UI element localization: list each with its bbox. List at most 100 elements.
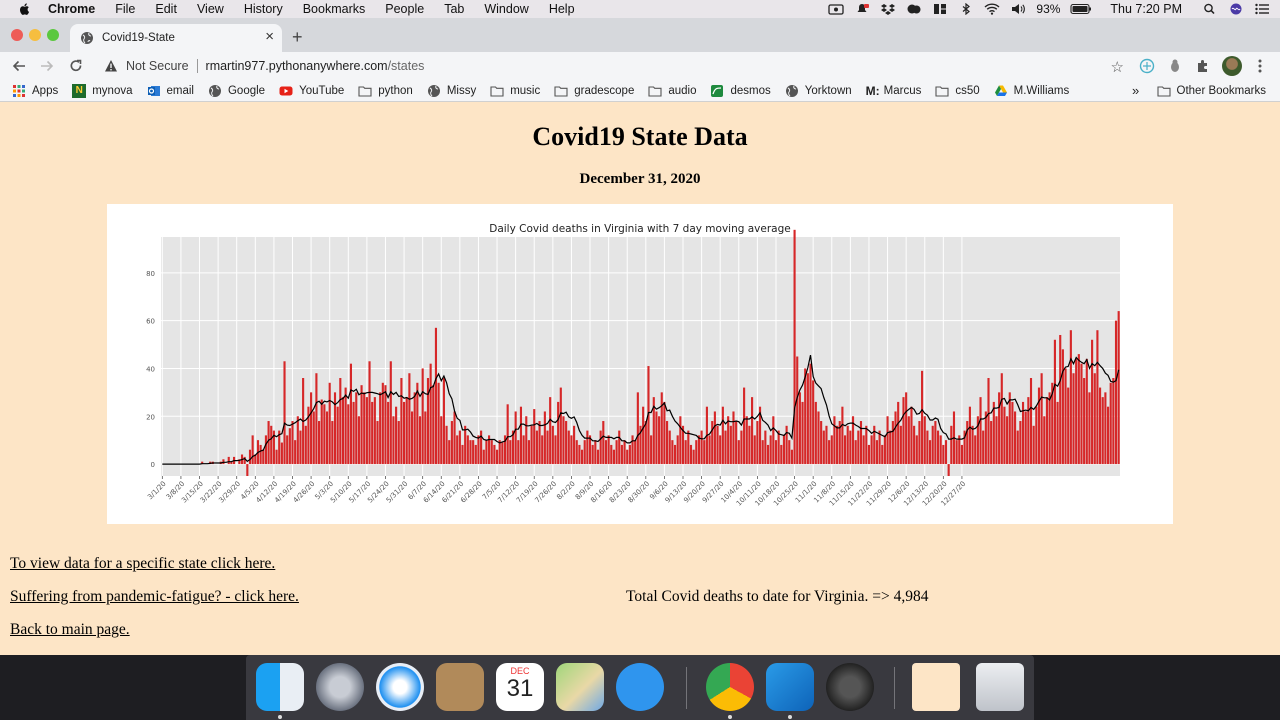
bluetooth-icon[interactable] [958,3,974,15]
tab-title: Covid19-State [102,32,175,44]
notification-center-icon[interactable] [1254,3,1270,15]
menu-history[interactable]: History [243,2,283,16]
bar [660,392,663,465]
wifi-icon[interactable] [984,3,1000,15]
bar [684,440,687,465]
menu-bookmarks[interactable]: Bookmarks [302,2,366,16]
bar [902,397,905,465]
profile-avatar[interactable] [1222,56,1242,76]
bar [676,435,679,465]
security-status[interactable]: Not Secure [126,59,189,73]
bookmark-desmos[interactable]: desmos [710,84,771,98]
menu-window[interactable]: Window [484,2,529,16]
finder-icon[interactable] [256,663,304,711]
chrome-window-thumbnail[interactable] [912,663,960,711]
close-tab-icon[interactable]: × [265,28,274,45]
minimize-window-button[interactable] [29,29,41,41]
maps-icon[interactable] [556,663,604,711]
screen-record-icon[interactable] [828,3,845,15]
specific-state-link[interactable]: To view data for a specific state click … [10,555,276,572]
menu-tab[interactable]: Tab [444,2,465,16]
contacts-icon[interactable] [436,663,484,711]
bar [442,378,445,465]
more-bookmarks-chevron-icon[interactable]: » [1132,83,1140,98]
bar [352,401,355,465]
launchpad-icon[interactable] [316,663,364,711]
tab-covid19-state[interactable]: Covid19-State × [70,24,282,52]
address-bar[interactable]: Not Secure rmartin977.pythonanywhere.com… [96,54,1128,78]
notification-bell-icon[interactable] [854,3,870,15]
final-cut-icon[interactable] [826,663,874,711]
bar [692,449,695,465]
dropbox-icon[interactable] [880,3,896,15]
menu-edit[interactable]: Edit [155,2,177,16]
battery-icon[interactable] [1070,3,1092,15]
bar [618,430,621,465]
volume-icon[interactable] [1010,3,1026,15]
bar [1003,406,1006,465]
safari-icon[interactable] [376,663,424,711]
back-button[interactable] [9,56,29,76]
siri-icon[interactable] [1228,3,1244,15]
chrome-menu-icon[interactable] [1255,58,1265,74]
chrome-icon[interactable] [706,663,754,711]
bookmark-other-bookmarks[interactable]: Other Bookmarks [1156,84,1266,98]
back-to-main-link[interactable]: Back to main page. [10,621,130,638]
bar [278,430,281,465]
bar [201,461,204,465]
bookmark-youtube[interactable]: YouTube [279,84,344,98]
bar [538,421,541,465]
bar [1045,397,1049,465]
bookmark-mwilliams[interactable]: M.Williams [994,84,1069,98]
bookmark-folder-gradescope[interactable]: gradescope [554,84,634,98]
vscode-icon[interactable] [766,663,814,711]
bar [551,425,554,465]
menu-app-name[interactable]: Chrome [48,2,96,16]
bar [841,406,844,465]
extensions-puzzle-icon[interactable] [1195,58,1211,74]
bookmark-folder-python[interactable]: python [358,84,413,98]
folder-icon [1156,86,1171,97]
bookmark-mynova[interactable]: N mynova [72,83,133,98]
menu-file[interactable]: File [115,2,136,16]
forward-button[interactable] [37,56,57,76]
window-manager-icon[interactable] [932,3,948,15]
bookmark-yorktown[interactable]: Yorktown [785,84,852,98]
bookmark-folder-music[interactable]: music [490,84,540,98]
spotlight-search-icon[interactable] [1202,3,1218,15]
bar [822,430,825,465]
bookmark-folder-cs50[interactable]: cs50 [935,84,980,98]
bookmark-folder-audio[interactable]: audio [648,84,696,98]
calendar-day: 31 [506,675,534,702]
pandemic-fatigue-link[interactable]: Suffering from pandemic-fatigue? - click… [10,588,299,605]
messages-icon[interactable] [616,663,664,711]
bookmark-missy[interactable]: Missy [427,84,476,98]
bar [307,406,310,465]
menu-view[interactable]: View [196,2,224,16]
creative-cloud-icon[interactable] [906,3,922,15]
extension-2-icon[interactable] [1167,58,1183,74]
trash-icon[interactable] [976,663,1024,711]
bar [458,430,461,465]
apple-menu-icon[interactable] [18,2,32,16]
bookmark-marcus[interactable]: M: Marcus [866,84,922,98]
bookmark-google[interactable]: Google [208,84,265,98]
menubar-clock[interactable]: Thu 7:20 PM [1110,2,1182,16]
close-window-button[interactable] [11,29,23,41]
zoom-window-button[interactable] [47,29,59,41]
calendar-icon[interactable]: DEC 31 [496,663,544,711]
warning-icon[interactable] [104,59,118,73]
new-tab-button[interactable]: + [292,27,303,47]
bar [395,406,398,465]
menu-people[interactable]: People [385,2,425,16]
reload-button[interactable] [66,56,86,76]
bookmark-apps[interactable]: Apps [12,84,58,98]
bookmark-star-icon[interactable]: ☆ [1110,59,1124,76]
bookmark-email[interactable]: email [147,84,194,98]
bar [796,356,799,465]
bar [891,421,894,465]
extension-1-icon[interactable] [1139,58,1155,74]
bar [703,440,706,465]
menu-help[interactable]: Help [548,2,575,16]
bar [851,416,855,465]
